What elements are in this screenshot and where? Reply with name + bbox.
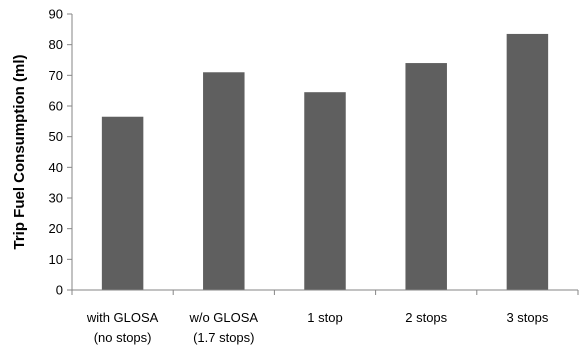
x-category-label: 3 stops xyxy=(506,310,548,325)
bar xyxy=(506,33,549,290)
x-category-label: (1.7 stops) xyxy=(193,330,254,345)
x-category-label: (no stops) xyxy=(94,330,152,345)
y-tick-label: 30 xyxy=(49,191,63,206)
y-axis-title: Trip Fuel Consumption (ml) xyxy=(11,55,28,250)
y-tick-label: 50 xyxy=(49,129,63,144)
y-tick-label: 80 xyxy=(49,37,63,52)
y-axis: 0 10 20 30 40 50 60 70 80 90 xyxy=(49,7,73,298)
y-tick-label: 20 xyxy=(49,221,63,236)
bar xyxy=(203,72,245,291)
x-category-label: with GLOSA xyxy=(86,310,159,325)
bar xyxy=(304,92,346,290)
x-category-label: 2 stops xyxy=(405,310,447,325)
bar xyxy=(405,63,447,290)
x-axis: with GLOSA (no stops) w/o GLOSA (1.7 stops)… xyxy=(71,289,579,345)
y-tick-label: 60 xyxy=(49,99,63,114)
x-category-label: w/o GLOSA xyxy=(188,310,258,325)
y-tick-label: 90 xyxy=(49,7,63,22)
y-tick-label: 70 xyxy=(49,68,63,83)
bars xyxy=(101,33,549,291)
bar xyxy=(101,116,144,290)
x-category-label: 1 stop xyxy=(307,310,342,325)
y-tick-label: 0 xyxy=(56,283,63,298)
y-tick-label: 40 xyxy=(49,160,63,175)
y-tick-label: 10 xyxy=(49,252,63,267)
